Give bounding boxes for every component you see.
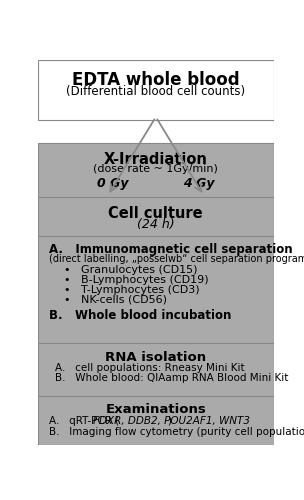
Text: FDXR, DDB2, POU2AF1, WNT3: FDXR, DDB2, POU2AF1, WNT3 [93,416,250,426]
Text: A.   qRT-PCR (: A. qRT-PCR ( [49,416,119,426]
Bar [38,236,274,344]
Text: 0 Gy: 0 Gy [97,177,129,190]
Text: A.   cell populations: Rneasy Mini Kit: A. cell populations: Rneasy Mini Kit [55,364,245,374]
Text: •   B-Lymphocytes (CD19): • B-Lymphocytes (CD19) [64,275,209,285]
Text: RNA isolation: RNA isolation [105,351,206,364]
Text: •   NK-cells (CD56): • NK-cells (CD56) [64,295,167,305]
Bar [38,143,274,197]
Text: B.   Whole blood incubation: B. Whole blood incubation [49,310,231,322]
Bar [38,197,274,235]
Text: ): ) [168,416,171,426]
Text: A.   Immunomagnetic cell separation: A. Immunomagnetic cell separation [49,244,292,256]
Text: B.   Imaging flow cytometry (purity cell populations): B. Imaging flow cytometry (purity cell p… [49,426,304,436]
Bar [38,344,274,396]
Text: •   T-Lymphocytes (CD3): • T-Lymphocytes (CD3) [64,285,200,295]
Bar [38,396,274,445]
Text: X-Irradiation: X-Irradiation [104,152,208,168]
Text: B.   Whole blood: QIAamp RNA Blood Mini Kit: B. Whole blood: QIAamp RNA Blood Mini Ki… [55,374,288,384]
Text: (24 h): (24 h) [137,218,174,231]
Bar [38,60,274,120]
Text: •   Granulocytes (CD15): • Granulocytes (CD15) [64,265,198,275]
Text: Examinations: Examinations [105,404,206,416]
Text: 4 Gy: 4 Gy [183,177,214,190]
Text: (direct labelling, „posselwb“ cell separation program): (direct labelling, „posselwb“ cell separ… [49,254,304,264]
Text: (dose rate ~ 1Gy/min): (dose rate ~ 1Gy/min) [93,164,218,174]
Text: EDTA whole blood: EDTA whole blood [72,71,240,89]
Text: Cell culture: Cell culture [109,206,203,222]
Text: (Differential blood cell counts): (Differential blood cell counts) [66,84,245,98]
